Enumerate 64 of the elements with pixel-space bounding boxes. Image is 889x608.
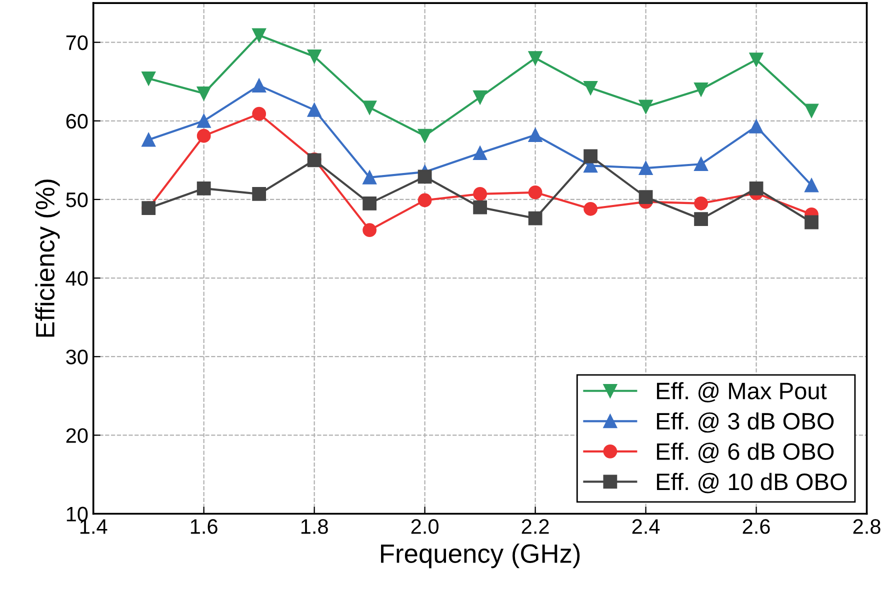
point — [473, 187, 488, 201]
point — [418, 128, 432, 143]
point — [473, 90, 488, 104]
x-tick-label: 2.6 — [742, 519, 770, 534]
legend-label: Eff. @ 10 dB OBO — [656, 472, 847, 494]
point — [694, 157, 708, 172]
y-tick-label: 60 — [66, 114, 88, 129]
x-tick-label: 2.8 — [853, 519, 880, 534]
point — [694, 196, 708, 210]
point — [804, 104, 818, 118]
point — [528, 128, 542, 142]
y-tick-label: 10 — [66, 506, 88, 522]
point — [142, 132, 156, 147]
point — [252, 187, 266, 201]
y-axis-title: Efficiency (%) — [35, 180, 60, 337]
x-tick-label: 1.6 — [190, 519, 218, 534]
point — [252, 78, 266, 92]
x-tick-label: 2.0 — [411, 519, 438, 534]
point — [584, 202, 598, 216]
y-tick-label: 20 — [66, 428, 88, 443]
point — [694, 212, 708, 226]
y-tick-label: 50 — [66, 192, 88, 208]
legend-label: Eff. @ Max Pout — [656, 382, 827, 402]
point — [638, 190, 653, 204]
legend-label: Eff. @ 6 dB OBO — [656, 442, 834, 463]
point — [749, 182, 764, 196]
point — [196, 128, 211, 143]
point — [362, 170, 377, 184]
point — [528, 185, 542, 200]
point — [749, 119, 764, 134]
point — [196, 114, 211, 128]
y-tick-label: 40 — [66, 271, 88, 286]
point — [694, 82, 708, 96]
point — [528, 211, 542, 226]
x-tick-label: 2.4 — [632, 519, 660, 534]
y-tick-label: 70 — [66, 35, 88, 50]
point — [804, 215, 818, 230]
point — [584, 80, 598, 95]
x-tick-label: 1.8 — [301, 519, 328, 534]
x-tick-label: 2.2 — [522, 519, 549, 534]
point — [252, 106, 266, 121]
y-tick-label: 30 — [66, 350, 88, 364]
x-axis-title: Frequency (GHz) — [381, 544, 580, 568]
point — [473, 200, 488, 214]
point — [196, 86, 211, 100]
point — [142, 72, 156, 86]
point — [252, 28, 266, 42]
point — [638, 161, 653, 175]
point — [804, 178, 818, 192]
point — [418, 170, 432, 184]
point — [362, 100, 377, 114]
point — [473, 146, 488, 160]
point — [584, 149, 598, 164]
point — [196, 182, 211, 196]
point — [362, 196, 377, 210]
point — [307, 50, 322, 64]
point — [749, 52, 764, 67]
point — [638, 100, 653, 114]
point — [362, 223, 377, 238]
x-tick-label: 1.4 — [80, 519, 108, 534]
legend-label: Eff. @ 3 dB OBO — [656, 412, 834, 433]
point — [528, 51, 542, 65]
point — [418, 193, 432, 208]
point — [307, 102, 322, 117]
